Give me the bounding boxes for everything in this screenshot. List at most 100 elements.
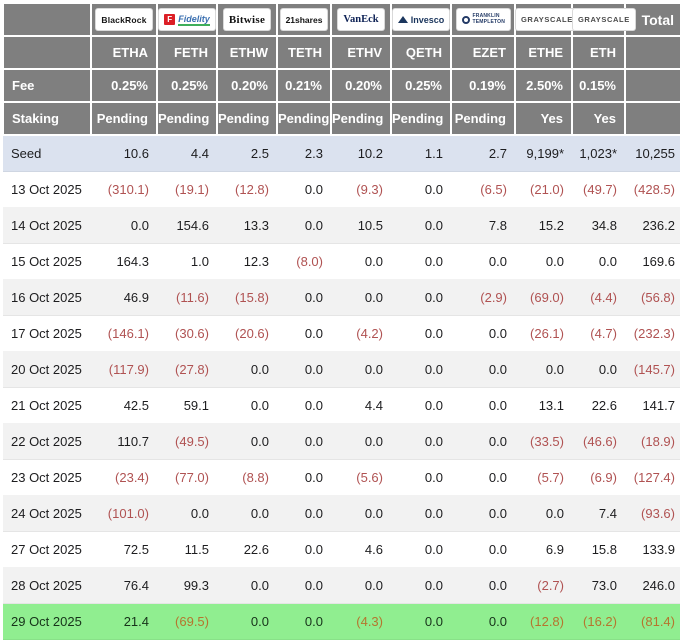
fidelity-logo: F Fidelity [159, 9, 215, 30]
table-cell: 169.6 [625, 243, 680, 280]
table-cell: (19.1) [157, 171, 217, 208]
row-label: 13 Oct 2025 [3, 171, 91, 208]
table-cell: 0.0 [217, 423, 277, 460]
table-cell: 0.0 [277, 171, 331, 208]
table-cell: 0.0 [515, 495, 572, 532]
staking-etha: Pending [90, 101, 158, 136]
table-cell: (93.6) [625, 495, 680, 532]
provider-header-teth: 21shares [276, 2, 332, 37]
provider-logo-text: VanEck [343, 14, 379, 25]
table-cell: 0.0 [451, 567, 515, 604]
row-label: Seed [3, 135, 91, 172]
vaneck-logo: VanEck [338, 9, 384, 30]
table-cell: 0.0 [451, 315, 515, 352]
table-cell: 73.0 [572, 567, 625, 604]
table-cell: 0.0 [391, 315, 451, 352]
table-cell: 0.0 [331, 567, 391, 604]
table-cell: 6.9 [515, 531, 572, 568]
table-cell: 1,023* [572, 135, 625, 172]
table-cell: (6.9) [572, 459, 625, 496]
table-cell: 0.0 [451, 531, 515, 568]
table-cell: 110.7 [91, 423, 157, 460]
provider-header-etha: BlackRock [90, 2, 158, 37]
ticker-ethw: ETHW [216, 35, 278, 70]
table-cell: 0.0 [277, 279, 331, 316]
table-cell: (8.8) [217, 459, 277, 496]
table-cell: 34.8 [572, 207, 625, 244]
table-row: 14 Oct 2025 0.0 154.6 13.3 0.0 10.5 0.0 7.8 15.2… [3, 207, 680, 244]
ticker-ethe: ETHE [514, 35, 573, 70]
row-label: 15 Oct 2025 [3, 243, 91, 280]
table-cell: 0.0 [451, 387, 515, 424]
ticker-etha: ETHA [90, 35, 158, 70]
table-cell: 0.0 [391, 495, 451, 532]
table-cell: (16.2) [572, 603, 625, 640]
ticker-eth: ETH [571, 35, 626, 70]
table-cell: 0.0 [391, 567, 451, 604]
table-cell: (310.1) [91, 171, 157, 208]
table-cell: (145.7) [625, 351, 680, 388]
table-cell: 1.1 [391, 135, 451, 172]
table-cell: 0.0 [277, 495, 331, 532]
table-row: 23 Oct 2025 (23.4) (77.0) (8.8) 0.0 (5.6) 0.0 0… [3, 459, 680, 496]
table-cell: 0.0 [451, 459, 515, 496]
table-cell: 0.0 [451, 243, 515, 280]
staking-qeth: Pending [390, 101, 452, 136]
grayscale-logo: Grayscale [573, 9, 635, 30]
table-cell: 0.0 [391, 531, 451, 568]
table-cell: 0.0 [157, 495, 217, 532]
staking-feth: Pending [156, 101, 218, 136]
table-cell: 10.5 [331, 207, 391, 244]
fee-total-empty [624, 68, 680, 103]
row-label: 29 Oct 2025 [3, 603, 91, 640]
table-cell: 0.0 [391, 207, 451, 244]
table-cell: 1.0 [157, 243, 217, 280]
table-cell: 9,199* [515, 135, 572, 172]
table-row: 17 Oct 2025 (146.1) (30.6) (20.6) 0.0 (4.2) 0.… [3, 315, 680, 352]
table-cell: 15.2 [515, 207, 572, 244]
table-cell: 2.7 [451, 135, 515, 172]
table-cell: 0.0 [277, 567, 331, 604]
provider-logo-text: 21shares [285, 14, 323, 25]
fee-ethw: 0.20% [216, 68, 278, 103]
row-label: 20 Oct 2025 [3, 351, 91, 388]
21shares-logo: 21shares [280, 9, 328, 30]
staking-total-empty [624, 101, 680, 136]
provider-header-qeth: Invesco [390, 2, 452, 37]
table-cell: 12.3 [217, 243, 277, 280]
table-cell: 11.5 [157, 531, 217, 568]
fee-ethe: 2.50% [514, 68, 573, 103]
table-row: Seed 10.6 4.4 2.5 2.3 10.2 1.1 2.7 9,199* 1,023* 1… [3, 135, 680, 172]
table-cell: 10.2 [331, 135, 391, 172]
table-cell: (428.5) [625, 171, 680, 208]
ticker-total-empty [624, 35, 680, 70]
table-cell: 0.0 [391, 243, 451, 280]
table-cell: (101.0) [91, 495, 157, 532]
table-cell: 0.0 [277, 603, 331, 640]
table-cell: (21.0) [515, 171, 572, 208]
table-row: 27 Oct 2025 72.5 11.5 22.6 0.0 4.6 0.0 0.0 6.9 15… [3, 531, 680, 568]
table-cell: 141.7 [625, 387, 680, 424]
table-cell: (33.5) [515, 423, 572, 460]
provider-header-eth: Grayscale [571, 2, 635, 37]
table-cell: (5.7) [515, 459, 572, 496]
fee-feth: 0.25% [156, 68, 218, 103]
table-cell: 72.5 [91, 531, 157, 568]
staking-ezet: Pending [450, 101, 516, 136]
provider-header-feth: F Fidelity [156, 2, 218, 37]
table-row: 28 Oct 2025 76.4 99.3 0.0 0.0 0.0 0.0 0.0 (2.7) 7… [3, 567, 680, 604]
table-header: BlackRock F Fidelity Bitwise 21shares VanEck I… [2, 2, 680, 136]
table-cell: 0.0 [217, 603, 277, 640]
provider-header-ethv: VanEck [330, 2, 392, 37]
table-row: 29 Oct 2025 21.4 (69.5) 0.0 0.0 (4.3) 0.0 0.0 (1… [3, 603, 680, 640]
table-cell: 99.3 [157, 567, 217, 604]
corner-cell [2, 35, 92, 70]
table-cell: 42.5 [91, 387, 157, 424]
table-cell: 7.8 [451, 207, 515, 244]
table-cell: (30.6) [157, 315, 217, 352]
table-cell: 0.0 [391, 603, 451, 640]
fee-teth: 0.21% [276, 68, 332, 103]
bitwise-logo: Bitwise [223, 9, 271, 30]
fee-ezet: 0.19% [450, 68, 516, 103]
table-row: 13 Oct 2025 (310.1) (19.1) (12.8) 0.0 (9.3) 0.… [3, 171, 680, 208]
